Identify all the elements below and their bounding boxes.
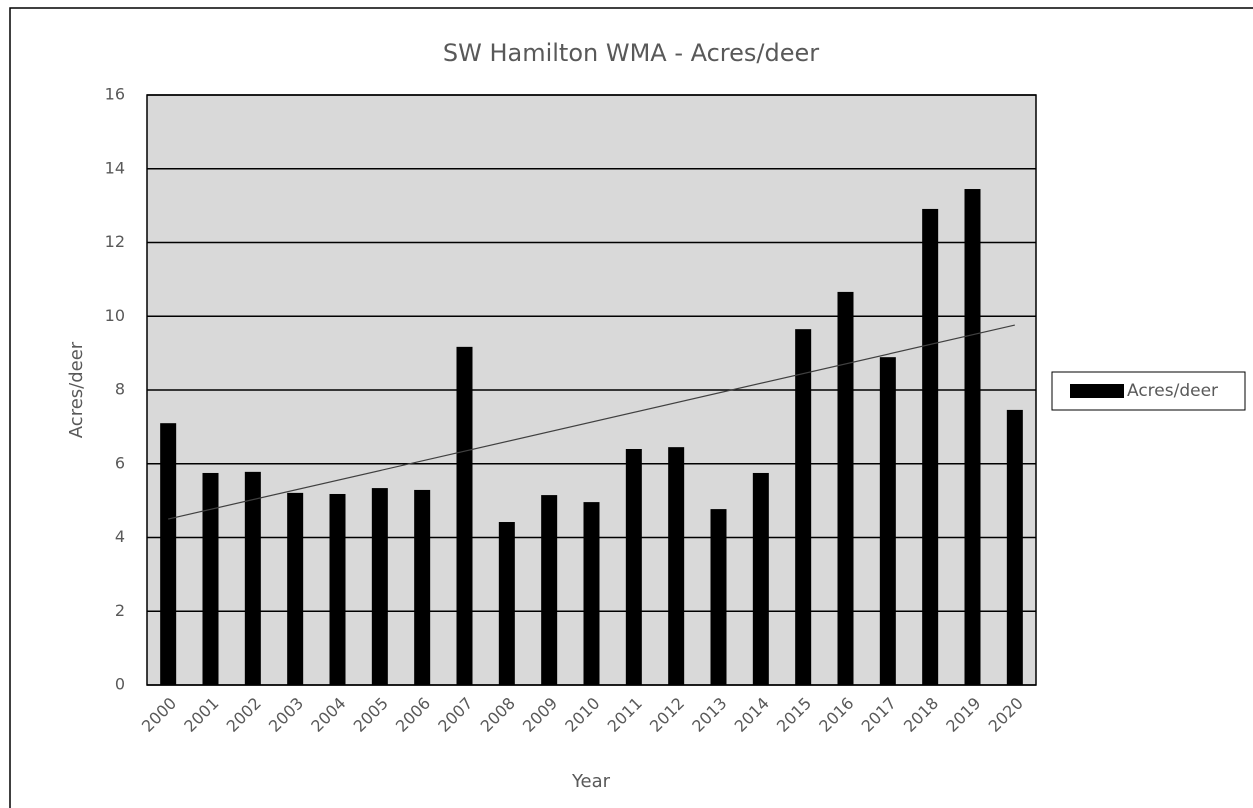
bar <box>202 472 219 685</box>
bar <box>329 493 346 685</box>
bar <box>414 489 431 685</box>
bar <box>922 208 939 685</box>
y-tick-label: 4 <box>115 527 125 546</box>
bar <box>583 502 600 685</box>
y-axis-title: Acres/deer <box>66 341 87 438</box>
y-tick-label: 8 <box>115 380 125 399</box>
bar <box>879 357 896 685</box>
bar <box>498 522 515 685</box>
bar <box>287 492 304 685</box>
bar <box>1006 409 1023 685</box>
legend-label: Acres/deer <box>1127 381 1218 401</box>
y-tick-label: 2 <box>115 601 125 620</box>
bar <box>244 471 261 685</box>
legend-swatch <box>1070 384 1124 398</box>
bar <box>371 488 388 685</box>
bar <box>964 189 981 685</box>
bar <box>668 447 685 685</box>
bar <box>752 472 769 685</box>
y-tick-label: 10 <box>105 306 125 325</box>
y-tick-label: 14 <box>105 158 125 177</box>
bar <box>795 329 812 685</box>
bar <box>625 449 642 685</box>
bar <box>456 346 473 685</box>
y-tick-label: 0 <box>115 675 125 694</box>
bar <box>541 495 558 685</box>
y-tick-label: 16 <box>105 85 125 104</box>
trendline <box>168 324 1015 520</box>
bar <box>160 423 177 685</box>
y-tick-label: 12 <box>105 232 125 251</box>
bar <box>710 509 727 685</box>
bar <box>837 291 854 685</box>
x-axis-title: Year <box>571 771 611 792</box>
y-tick-label: 6 <box>115 453 125 472</box>
chart-title: SW Hamilton WMA - Acres/deer <box>443 39 819 67</box>
